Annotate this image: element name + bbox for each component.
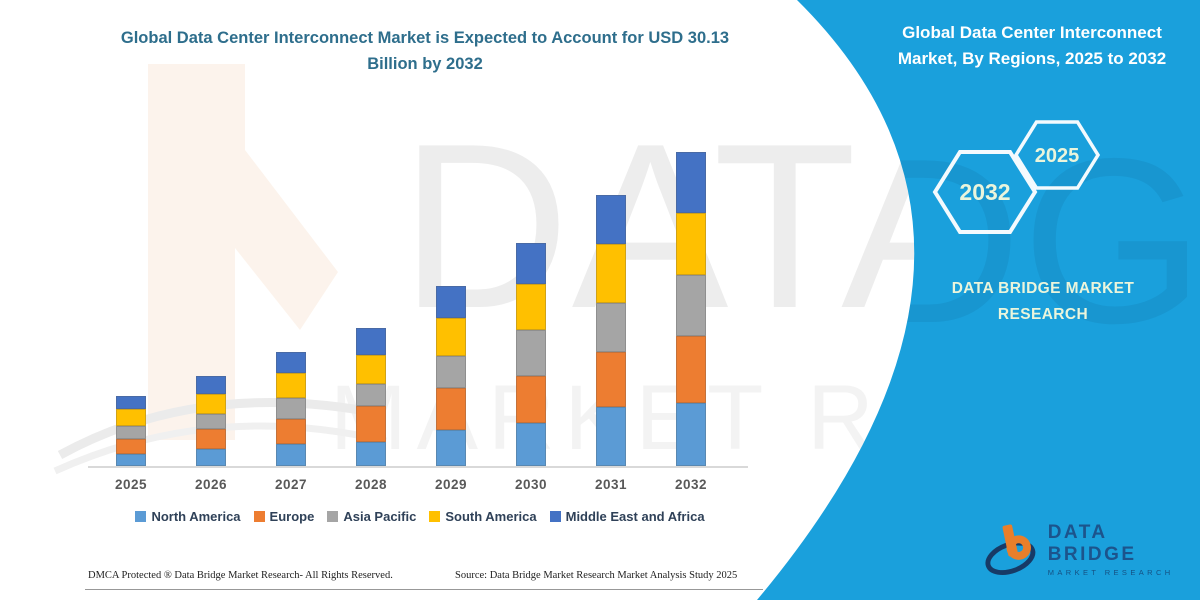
bar-segment (596, 244, 626, 303)
bar-segment (596, 407, 626, 466)
legend-label: Middle East and Africa (565, 509, 705, 524)
bar-segment (356, 355, 386, 384)
legend-item: Europe (253, 509, 315, 524)
legend-label: Asia Pacific (343, 509, 417, 524)
bar-segment (516, 376, 546, 423)
band-background (757, 0, 1200, 600)
x-axis-label: 2032 (674, 477, 708, 492)
bar-segment (676, 213, 706, 275)
bar-segment (436, 430, 466, 466)
x-axis-label: 2030 (514, 477, 548, 492)
bar-segment (436, 286, 466, 318)
brand-logo: DATA BRIDGE MARKET RESEARCH (985, 521, 1200, 577)
bar-segment (516, 423, 546, 466)
bar-segment (596, 352, 626, 407)
legend-item: North America (135, 509, 241, 524)
x-axis-label: 2025 (114, 477, 148, 492)
bar-segment (676, 275, 706, 336)
data-bridge-logo-icon (985, 524, 1036, 575)
legend-label: Europe (269, 509, 315, 524)
legend-swatch (253, 511, 265, 522)
bar-segment (356, 328, 386, 355)
footer-divider (85, 589, 763, 590)
bar-segment (436, 356, 466, 388)
logo-swoosh-icon (985, 540, 1036, 575)
hexagon-2025-label: 2025 (1035, 145, 1080, 167)
bar-2029 (436, 286, 466, 466)
bar-segment (436, 318, 466, 356)
bar-segment (516, 243, 546, 284)
footer-source-text: Source: Data Bridge Market Research Mark… (455, 570, 738, 581)
x-axis-label: 2026 (194, 477, 228, 492)
x-axis-labels: 2025 2026 2027 2028 2029 2030 2031 2032 (88, 477, 748, 499)
legend-item: South America (429, 509, 537, 524)
band-title: Global Data Center Interconnect Market, … (897, 23, 1167, 69)
x-axis-label: 2027 (274, 477, 308, 492)
bar-segment (516, 284, 546, 330)
x-axis-label: 2029 (434, 477, 468, 492)
bar-segment (516, 330, 546, 376)
x-axis-label: 2028 (354, 477, 388, 492)
legend-label: South America (445, 509, 537, 524)
bar-segment (596, 303, 626, 352)
chart-title: Global Data Center Interconnect Market i… (120, 29, 730, 73)
logo-tagline: MARKET RESEARCH (1047, 567, 1174, 577)
legend-item: Asia Pacific (327, 509, 416, 524)
legend: North America Europe Asia Pacific South Ame… (70, 509, 770, 524)
logo-b-icon (1002, 524, 1031, 560)
hexagon-2032-label: 2032 (959, 179, 1010, 205)
bar-segment (596, 195, 626, 244)
legend-label: North America (151, 509, 241, 524)
hexagon-2032-icon (932, 150, 1038, 234)
logo-text-block: DATA BRIDGE MARKET RESEARCH (1048, 522, 1200, 577)
bar-segment (676, 152, 706, 213)
bar-2030 (516, 243, 546, 466)
legend-swatch (549, 511, 561, 522)
legend-item: Middle East and Africa (549, 509, 705, 524)
bar-2032 (676, 152, 706, 466)
hexagon-2025-icon (1013, 120, 1101, 190)
band-watermark-text: DGE (852, 109, 1200, 372)
legend-swatch (327, 511, 339, 522)
footer-dmca-text: DMCA Protected ® Data Bridge Market Rese… (88, 570, 393, 581)
bar-segment (676, 336, 706, 403)
logo-wordmark: DATA BRIDGE (1047, 521, 1137, 565)
legend-swatch (429, 511, 441, 522)
legend-swatch (135, 511, 147, 522)
bar-2031 (596, 195, 626, 466)
bar-segment (676, 403, 706, 466)
bar-segment (436, 388, 466, 430)
x-axis-label: 2031 (594, 477, 628, 492)
band-brand-text: DATA BRIDGE MARKET RESEARCH (951, 280, 1135, 323)
x-axis-line (88, 466, 748, 468)
